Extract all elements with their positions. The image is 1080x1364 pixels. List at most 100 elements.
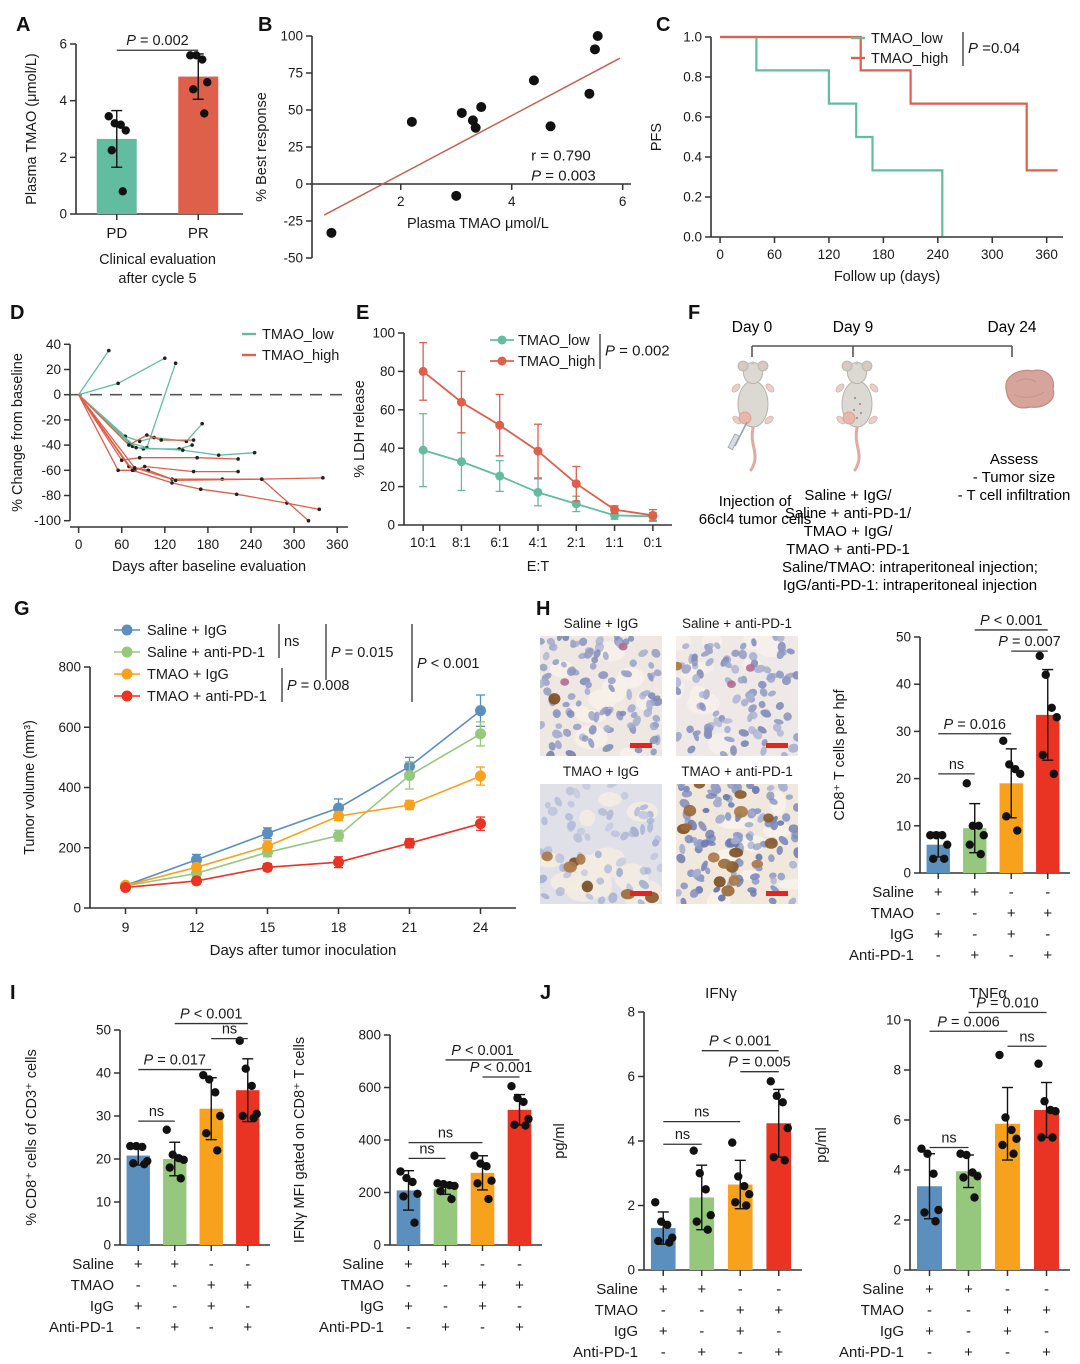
svg-text:+: + bbox=[207, 1298, 216, 1315]
svg-text:P = 0.007: P = 0.007 bbox=[998, 634, 1060, 650]
svg-text:ns: ns bbox=[941, 1131, 956, 1147]
svg-text:+: + bbox=[1043, 905, 1052, 922]
ihc-image-saline-antipd1 bbox=[676, 636, 798, 756]
cd8-per-hpf-bar-chart: 0 10 20 30 40 50 CD8⁺ T cells per hpf ns P = 0.0… bbox=[832, 613, 1070, 964]
svg-text:IFNγ MFI gated on CD8⁺ T cells: IFNγ MFI gated on CD8⁺ T cells bbox=[292, 1037, 308, 1243]
svg-text:P = 0.008: P = 0.008 bbox=[287, 678, 349, 694]
svg-text:TMAO: TMAO bbox=[341, 1277, 384, 1294]
svg-text:-: - bbox=[1009, 884, 1014, 901]
svg-text:+: + bbox=[515, 1319, 524, 1336]
svg-text:TNFα: TNFα bbox=[969, 985, 1007, 1002]
ihc-cell-saline-igg: Saline + IgG bbox=[540, 616, 662, 756]
svg-text:+: + bbox=[774, 1302, 783, 1319]
ihc-image-grid: Saline + IgG Saline + anti-PD-1 TMAO + I… bbox=[540, 616, 808, 912]
svg-text:-: - bbox=[1044, 1281, 1049, 1298]
svg-text:+: + bbox=[1007, 926, 1016, 943]
svg-text:240: 240 bbox=[927, 247, 950, 262]
svg-text:8:1: 8:1 bbox=[452, 535, 471, 550]
svg-text:+: + bbox=[925, 1281, 934, 1298]
svg-text:Anti-PD-1: Anti-PD-1 bbox=[319, 1319, 384, 1336]
svg-text:1.0: 1.0 bbox=[683, 30, 702, 45]
panel-letter-d: D bbox=[10, 302, 25, 324]
svg-text:+: + bbox=[659, 1323, 668, 1340]
svg-text:pg/ml: pg/ml bbox=[552, 1123, 568, 1158]
svg-text:0: 0 bbox=[387, 518, 395, 533]
svg-text:P = 0.002: P = 0.002 bbox=[126, 33, 188, 49]
svg-text:TMAO_high: TMAO_high bbox=[262, 348, 339, 364]
svg-text:TMAO: TMAO bbox=[861, 1302, 904, 1319]
svg-text:ns: ns bbox=[949, 757, 964, 773]
svg-text:Anti-PD-1: Anti-PD-1 bbox=[849, 947, 914, 964]
svg-text:360: 360 bbox=[326, 537, 349, 552]
svg-text:0: 0 bbox=[73, 901, 81, 916]
day9-label: Day 9 bbox=[833, 319, 874, 336]
svg-text:-: - bbox=[443, 1298, 448, 1315]
svg-text:ns: ns bbox=[419, 1141, 434, 1157]
svg-text:+: + bbox=[1042, 1302, 1051, 1319]
svg-text:PFS: PFS bbox=[649, 123, 665, 151]
svg-text:-: - bbox=[136, 1277, 141, 1294]
treatment-text-2: Saline + anti-PD-1/ bbox=[785, 505, 912, 522]
assess-title: Assess bbox=[990, 451, 1038, 468]
svg-text:P = 0.016: P = 0.016 bbox=[944, 717, 1006, 733]
svg-text:50: 50 bbox=[896, 630, 911, 645]
svg-text:-25: -25 bbox=[283, 214, 303, 229]
svg-text:+: + bbox=[659, 1281, 668, 1298]
ihc-image-tmao-igg bbox=[540, 784, 662, 904]
day0-label: Day 0 bbox=[732, 319, 773, 336]
svg-text:Saline: Saline bbox=[872, 884, 914, 901]
svg-text:2: 2 bbox=[893, 1213, 901, 1228]
svg-text:100: 100 bbox=[280, 29, 303, 44]
svg-text:-100: -100 bbox=[34, 513, 61, 528]
svg-text:P = 0.010: P = 0.010 bbox=[976, 996, 1038, 1012]
svg-text:+: + bbox=[207, 1277, 216, 1294]
svg-text:360: 360 bbox=[1035, 247, 1058, 262]
svg-text:20: 20 bbox=[380, 479, 395, 494]
svg-text:-: - bbox=[172, 1298, 177, 1315]
svg-text:-: - bbox=[245, 1256, 250, 1273]
svg-text:% CD8⁺ cells of CD3⁺ cells: % CD8⁺ cells of CD3⁺ cells bbox=[24, 1049, 40, 1225]
svg-text:IgG: IgG bbox=[360, 1298, 384, 1315]
svg-text:600: 600 bbox=[358, 1080, 381, 1095]
svg-text:-: - bbox=[1045, 884, 1050, 901]
tumor-volume-chart: 0 200 400 600 800 Tumor volume (mm³) 9 12 15 18 21… bbox=[22, 623, 516, 959]
svg-text:+: + bbox=[478, 1298, 487, 1315]
treatment-text-4: TMAO + anti-PD-1 bbox=[786, 541, 910, 558]
svg-text:15: 15 bbox=[260, 919, 276, 935]
svg-text:Saline: Saline bbox=[596, 1281, 638, 1298]
ihc-label: Saline + IgG bbox=[563, 616, 639, 631]
tumor-icon bbox=[1005, 369, 1055, 409]
svg-text:TMAO_high: TMAO_high bbox=[871, 51, 948, 67]
svg-text:TMAO_low: TMAO_low bbox=[871, 31, 943, 47]
svg-text:-: - bbox=[936, 905, 941, 922]
svg-text:+: + bbox=[1003, 1323, 1012, 1340]
svg-text:-: - bbox=[1044, 1323, 1049, 1340]
svg-text:40: 40 bbox=[96, 1066, 111, 1081]
assess-item-1: - Tumor size bbox=[973, 469, 1056, 486]
svg-text:6:1: 6:1 bbox=[490, 535, 509, 550]
svg-text:60: 60 bbox=[114, 537, 129, 552]
injection-text-1: Injection of bbox=[719, 493, 792, 510]
svg-text:r = 0.790: r = 0.790 bbox=[531, 147, 591, 164]
svg-text:Anti-PD-1: Anti-PD-1 bbox=[49, 1319, 114, 1336]
svg-text:ns: ns bbox=[1019, 1029, 1034, 1045]
svg-text:TMAO: TMAO bbox=[871, 905, 914, 922]
svg-text:ns: ns bbox=[438, 1126, 453, 1142]
panel-letter-e: E bbox=[356, 302, 370, 324]
panel-letter-g: G bbox=[14, 598, 30, 620]
svg-text:4: 4 bbox=[59, 93, 67, 108]
svg-text:-: - bbox=[480, 1319, 485, 1336]
svg-text:0: 0 bbox=[903, 866, 911, 881]
svg-text:-50: -50 bbox=[283, 251, 303, 266]
svg-text:TMAO: TMAO bbox=[71, 1277, 114, 1294]
svg-text:IgG: IgG bbox=[614, 1323, 638, 1340]
svg-text:Saline + anti-PD-1: Saline + anti-PD-1 bbox=[147, 645, 265, 661]
experiment-schematic: Day 0 Day 9 Day 24 Injection of 66cl4 tu… bbox=[699, 319, 1071, 594]
svg-text:% Change from baseline: % Change from baseline bbox=[10, 353, 26, 512]
svg-text:IgG: IgG bbox=[890, 926, 914, 943]
svg-text:10:1: 10:1 bbox=[410, 535, 436, 550]
svg-text:TMAO_low: TMAO_low bbox=[262, 327, 334, 343]
svg-text:Anti-PD-1: Anti-PD-1 bbox=[573, 1344, 638, 1361]
